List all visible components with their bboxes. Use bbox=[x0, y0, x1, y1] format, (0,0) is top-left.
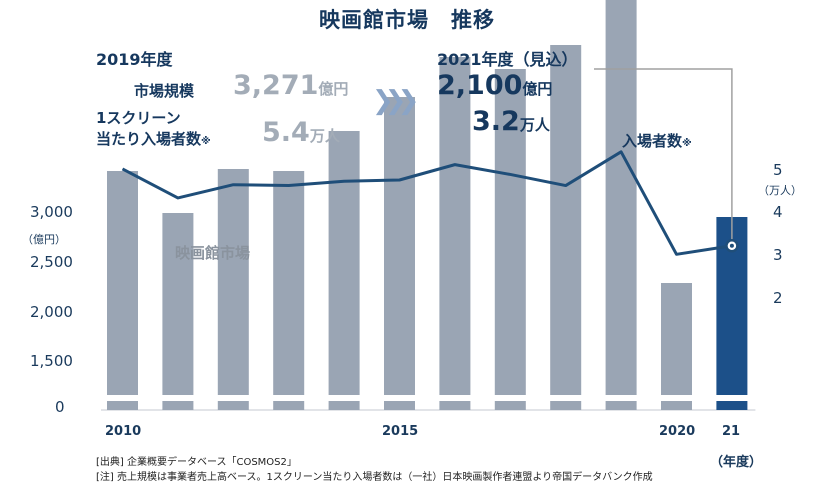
bar-base-3 bbox=[273, 401, 305, 410]
y-tick-1500: 1,500 bbox=[30, 352, 73, 370]
bar-5 bbox=[384, 97, 415, 395]
right-tick-3: 3 bbox=[773, 246, 783, 264]
right-tick-5: 5 bbox=[773, 161, 783, 179]
header-2021: 2021年度（見込） bbox=[437, 50, 578, 69]
per-screen-2019: 5.4万人 bbox=[262, 117, 340, 148]
bar-8 bbox=[550, 45, 582, 395]
bar-6 bbox=[439, 57, 471, 395]
x-axis-unit: （年度） bbox=[710, 455, 763, 470]
market-size-2019-value: 3,271 bbox=[233, 70, 319, 101]
x-label-2020: 2020 bbox=[659, 424, 696, 439]
line-series-label-text: 入場者数 bbox=[622, 132, 683, 150]
bar-base-11 bbox=[716, 401, 748, 410]
chevron-right-icon: ❯❯❯ bbox=[372, 86, 419, 116]
line-series-note-mark: ※ bbox=[682, 138, 692, 149]
y-axis-unit: （億円） bbox=[22, 233, 66, 246]
y-tick-2000: 2,000 bbox=[30, 303, 73, 321]
bar-9 bbox=[605, 0, 637, 396]
bar-10 bbox=[661, 283, 692, 395]
attendance-line bbox=[121, 150, 733, 256]
bar-2 bbox=[217, 169, 249, 395]
note-footnote: [注] 売上規模は事業者売上高ベース。1スクリーン当たり入場者数は（一社）日本映… bbox=[96, 472, 653, 483]
bar-7 bbox=[494, 69, 526, 395]
callout-connector bbox=[594, 68, 733, 240]
per-screen-label-line2: 当たり入場者数※ bbox=[96, 128, 211, 149]
bar-base-6 bbox=[439, 401, 471, 410]
per-screen-note-mark: ※ bbox=[201, 136, 211, 147]
line-series-label: 入場者数※ bbox=[622, 130, 692, 151]
bar-base-10 bbox=[661, 401, 692, 410]
bar-base-9 bbox=[605, 401, 637, 410]
header-2019: 2019年度 bbox=[96, 50, 173, 69]
market-size-label: 市場規模 bbox=[134, 82, 195, 100]
y-tick-2500: 2,500 bbox=[30, 253, 73, 271]
source-footnote: [出典] 企業概要データベース「COSMOS2」 bbox=[96, 457, 297, 468]
bar-1 bbox=[162, 213, 194, 395]
per-screen-label-line1: 1スクリーン bbox=[96, 109, 181, 127]
y-tick-3000: 3,000 bbox=[30, 203, 73, 221]
bar-series-label: 映画館市場 bbox=[175, 244, 251, 262]
x-label-2010: 2010 bbox=[105, 424, 142, 439]
per-screen-2019-unit: 万人 bbox=[309, 127, 340, 145]
bar-base-8 bbox=[550, 401, 582, 410]
bar-base-5 bbox=[384, 401, 415, 410]
x-label-21: 21 bbox=[722, 424, 741, 439]
bar-base-7 bbox=[494, 401, 526, 410]
per-screen-2019-value: 5.4 bbox=[262, 117, 310, 148]
bar-base-0 bbox=[107, 401, 138, 410]
x-label-2015: 2015 bbox=[382, 424, 419, 439]
market-size-2019: 3,271億円 bbox=[233, 70, 348, 101]
bar-3 bbox=[273, 171, 305, 395]
per-screen-label-text: 当たり入場者数 bbox=[96, 130, 202, 148]
market-size-2019-unit: 億円 bbox=[318, 80, 349, 98]
per-screen-2021: 3.2万人 bbox=[472, 106, 550, 137]
per-screen-2021-unit: 万人 bbox=[519, 116, 550, 134]
bar-0 bbox=[107, 171, 138, 395]
bar-base-4 bbox=[328, 401, 360, 410]
market-size-2021-value: 2,100 bbox=[437, 70, 523, 101]
per-screen-2021-value: 3.2 bbox=[472, 106, 520, 137]
right-axis-unit: （万人） bbox=[758, 184, 802, 197]
right-tick-2: 2 bbox=[773, 289, 783, 307]
right-tick-4: 4 bbox=[773, 203, 783, 221]
bar-base-1 bbox=[162, 401, 194, 410]
page-title: 映画館市場 推移 bbox=[319, 8, 495, 32]
bar-4 bbox=[328, 131, 360, 395]
attendance-point-21-center bbox=[729, 243, 734, 248]
market-size-2021: 2,100億円 bbox=[437, 70, 552, 101]
y-tick-0: 0 bbox=[55, 398, 65, 416]
bar-base-2 bbox=[217, 401, 249, 410]
market-size-2021-unit: 億円 bbox=[522, 80, 553, 98]
